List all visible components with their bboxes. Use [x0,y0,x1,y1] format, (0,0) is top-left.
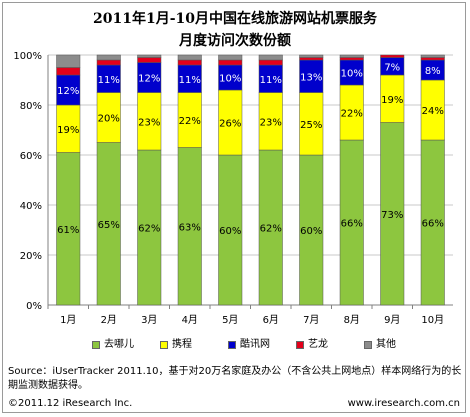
bar-segment [299,54,324,58]
data-label: 20% [98,114,120,125]
website-url: www.iresearch.com.cn [347,398,460,409]
legend-swatch [160,341,168,349]
data-label: 11% [98,75,120,86]
data-label: 62% [260,224,282,235]
data-label: 11% [260,75,282,86]
x-tick-label: 6月 [263,314,279,326]
y-tick-label: 80% [20,101,42,112]
bar-segment [218,54,243,61]
data-label: 13% [300,72,322,83]
data-label: 11% [179,75,201,86]
x-tick-label: 3月 [141,314,157,326]
bar-segment [137,57,162,63]
y-tick-label: 0% [26,301,42,312]
data-label: 62% [138,224,160,235]
x-tick-label: 10月 [421,314,444,326]
legend-swatch [296,341,304,349]
data-label: 24% [422,106,444,117]
bar-segment [137,54,162,58]
bar-segment [56,67,81,76]
data-label: 65% [98,220,120,231]
data-label: 73% [381,210,403,221]
legend-label: 其他 [376,339,396,350]
data-label: 10% [341,69,363,80]
source-note: Source：iUserTracker 2011.10，基于对20万名家庭及办公… [8,366,462,391]
y-tick-label: 100% [13,51,42,62]
bar-segment [339,57,364,61]
data-label: 22% [341,109,363,120]
bar-segment [258,54,283,61]
bar-segment [218,59,243,66]
x-tick-label: 8月 [344,314,360,326]
bar-segment [339,54,364,58]
data-label: 26% [219,119,241,130]
copyright: ©2011.12 iResearch Inc. [8,398,133,409]
bar-segment [380,54,405,58]
bar-segment [258,59,283,66]
x-tick-label: 1月 [60,314,76,326]
bar-segment [420,54,445,58]
chart-title-line2: 月度访问次数份额 [179,33,291,49]
bar-segment [177,54,202,61]
data-label: 22% [179,116,201,127]
y-tick-label: 60% [20,151,42,162]
data-label: 7% [384,62,400,73]
legend-label: 酷讯网 [240,339,270,350]
x-tick-label: 5月 [222,314,238,326]
chart-title-line1: 2011年1月-10月中国在线旅游网站机票服务 [93,11,377,27]
data-label: 63% [179,222,201,233]
x-tick-label: 4月 [182,314,198,326]
data-label: 60% [219,226,241,237]
data-label: 66% [341,219,363,230]
bar-segment [177,59,202,66]
legend-swatch [364,341,372,349]
data-label: 66% [422,219,444,230]
data-label: 12% [138,74,160,85]
legend-label: 艺龙 [308,339,328,350]
data-label: 61% [57,225,79,236]
chart-frame [2,2,466,413]
y-tick-label: 40% [20,201,42,212]
data-label: 12% [57,86,79,97]
bar-segment [420,57,445,61]
data-label: 19% [57,125,79,136]
data-label: 19% [381,95,403,106]
legend-label: 携程 [172,339,192,350]
y-tick-label: 20% [20,251,42,262]
x-tick-label: 9月 [384,314,400,326]
x-tick-label: 7月 [303,314,319,326]
legend-swatch [228,341,236,349]
legend-swatch [92,341,100,349]
bar-segment [56,54,81,68]
data-label: 23% [138,117,160,128]
data-label: 23% [260,117,282,128]
data-label: 8% [425,66,441,77]
bar-segment [299,57,324,61]
bar-segment [96,59,121,66]
data-label: 60% [300,226,322,237]
legend-label: 去哪儿 [104,339,134,350]
x-tick-label: 2月 [101,314,117,326]
data-label: 25% [300,120,322,131]
data-label: 10% [219,74,241,85]
bar-segment [96,54,121,61]
